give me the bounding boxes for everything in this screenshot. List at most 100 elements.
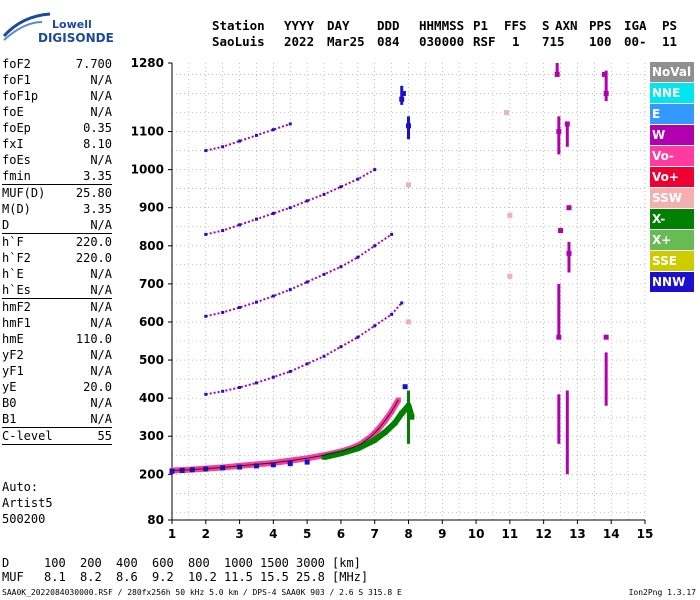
param-name: h`Es bbox=[2, 283, 31, 297]
header-label: DDD bbox=[377, 18, 400, 33]
muf-frequency-row-label: MUF bbox=[2, 570, 24, 584]
param-name: foEs bbox=[2, 153, 31, 167]
header-label: PS bbox=[662, 18, 678, 33]
echo-point bbox=[373, 244, 377, 248]
header-value: 030000 bbox=[419, 34, 465, 49]
echo-point bbox=[221, 310, 225, 314]
logo-swoosh: Lowell DIGISONDE bbox=[2, 12, 114, 45]
legend-item: Vo- bbox=[650, 146, 694, 166]
echo-point bbox=[288, 206, 292, 210]
param-row: B1 N/A bbox=[2, 411, 112, 427]
params-separator bbox=[2, 444, 112, 445]
echo-point bbox=[254, 133, 258, 137]
header-value: SaoLuis bbox=[212, 34, 265, 49]
y-tick-label: 200 bbox=[139, 467, 164, 481]
echo-point-X- bbox=[399, 410, 405, 416]
param-row: hmF1 N/A bbox=[2, 315, 112, 331]
echo-point bbox=[305, 280, 309, 284]
echo-point-X- bbox=[382, 429, 388, 435]
param-row: C-level 55 bbox=[2, 428, 112, 444]
param-value: N/A bbox=[90, 364, 112, 378]
param-value: N/A bbox=[90, 412, 112, 426]
param-name: yF1 bbox=[2, 364, 24, 378]
y-tick-label: 1280 bbox=[131, 56, 164, 70]
x-tick-label: 5 bbox=[303, 527, 311, 541]
echo-point-X- bbox=[392, 420, 398, 426]
echo-point bbox=[322, 192, 326, 196]
param-row: foF2 7.700 bbox=[2, 56, 112, 72]
echo-point-X- bbox=[338, 450, 344, 456]
echo-point-W bbox=[558, 228, 564, 234]
polarization-legend: NoVal NNE E W Vo- Vo+ SSW X- X+ SSE NNW bbox=[650, 62, 694, 293]
echo-point bbox=[271, 375, 275, 379]
param-row: hmF2 N/A bbox=[2, 299, 112, 315]
x-tick-label: 12 bbox=[535, 527, 552, 541]
y-tick-label: 1000 bbox=[131, 163, 164, 177]
legend-item: X- bbox=[650, 209, 694, 229]
param-row: foEp 0.35 bbox=[2, 120, 112, 136]
echo-trace-W bbox=[205, 233, 393, 318]
muf-frequency-row-value: 10.2 bbox=[188, 570, 217, 584]
param-row: foEs N/A bbox=[2, 152, 112, 168]
echo-point bbox=[221, 389, 225, 393]
legend-item: SSW bbox=[650, 188, 694, 208]
x-tick-label: 4 bbox=[269, 527, 277, 541]
muf-distance-row-value: 400 bbox=[116, 556, 138, 570]
echo-point bbox=[288, 288, 292, 292]
x-tick-label: 15 bbox=[637, 527, 654, 541]
header-value: 100 bbox=[589, 34, 612, 49]
echo-point bbox=[356, 177, 360, 181]
echo-point-NNW bbox=[270, 462, 276, 468]
param-name: MUF(D) bbox=[2, 186, 46, 200]
param-row: M(D) 3.35 bbox=[2, 201, 112, 217]
param-row: foF1p N/A bbox=[2, 88, 112, 104]
muf-frequency-row-value: 15.5 bbox=[260, 570, 289, 584]
param-row: B0 N/A bbox=[2, 395, 112, 411]
param-value: N/A bbox=[90, 218, 112, 232]
auto-program: Artist5 bbox=[2, 496, 53, 510]
param-value: 220.0 bbox=[75, 251, 112, 265]
echo-point-SSW bbox=[406, 182, 411, 188]
param-value: N/A bbox=[90, 396, 112, 410]
echo-point bbox=[238, 139, 242, 143]
param-name: foF1 bbox=[2, 73, 31, 87]
param-value: N/A bbox=[90, 105, 112, 119]
muf-frequency-row-value: 8.6 bbox=[116, 570, 138, 584]
auto-label: Auto: bbox=[2, 480, 39, 494]
autoscaling-info: Auto: Artist5 500200 bbox=[2, 479, 53, 527]
param-value: 3.35 bbox=[83, 202, 112, 216]
echo-point bbox=[305, 362, 309, 366]
legend-item: NoVal bbox=[650, 62, 694, 82]
x-tick-label: 8 bbox=[404, 527, 412, 541]
y-tick-label: 700 bbox=[139, 277, 164, 291]
y-tick-label: 1100 bbox=[131, 125, 164, 139]
header-label: P1 bbox=[473, 18, 489, 33]
muf-frequency-row-value: 8.1 bbox=[44, 570, 66, 584]
echo-point bbox=[390, 312, 394, 316]
echo-point bbox=[271, 294, 275, 298]
param-row: foF1 N/A bbox=[2, 72, 112, 88]
echo-point-W bbox=[566, 205, 572, 211]
echo-point bbox=[373, 324, 377, 328]
file-footer: SAA0K_2022084030000.RSF / 280fx256h 50 k… bbox=[2, 588, 402, 597]
echo-point-W bbox=[601, 71, 607, 77]
x-tick-label: 14 bbox=[603, 527, 620, 541]
muf-distance-row-value: 1500 bbox=[260, 556, 289, 570]
param-name: foF1p bbox=[2, 89, 39, 103]
param-name: M(D) bbox=[2, 202, 31, 216]
y-tick-label: 600 bbox=[139, 315, 164, 329]
echo-point-NNW bbox=[304, 459, 310, 465]
param-row: yF1 N/A bbox=[2, 363, 112, 379]
muf-frequency-row-unit: [MHz] bbox=[332, 570, 369, 584]
header-label: PPS bbox=[589, 18, 612, 33]
param-name: h`E bbox=[2, 267, 24, 281]
echo-point-NNW bbox=[400, 90, 406, 96]
param-value: N/A bbox=[90, 348, 112, 362]
logo-line2: DIGISONDE bbox=[38, 31, 114, 45]
muf-distance-row-value: 100 bbox=[44, 556, 66, 570]
param-value: N/A bbox=[90, 73, 112, 87]
param-name: hmE bbox=[2, 332, 24, 346]
param-row: yF2 N/A bbox=[2, 347, 112, 363]
echo-point bbox=[204, 314, 208, 318]
